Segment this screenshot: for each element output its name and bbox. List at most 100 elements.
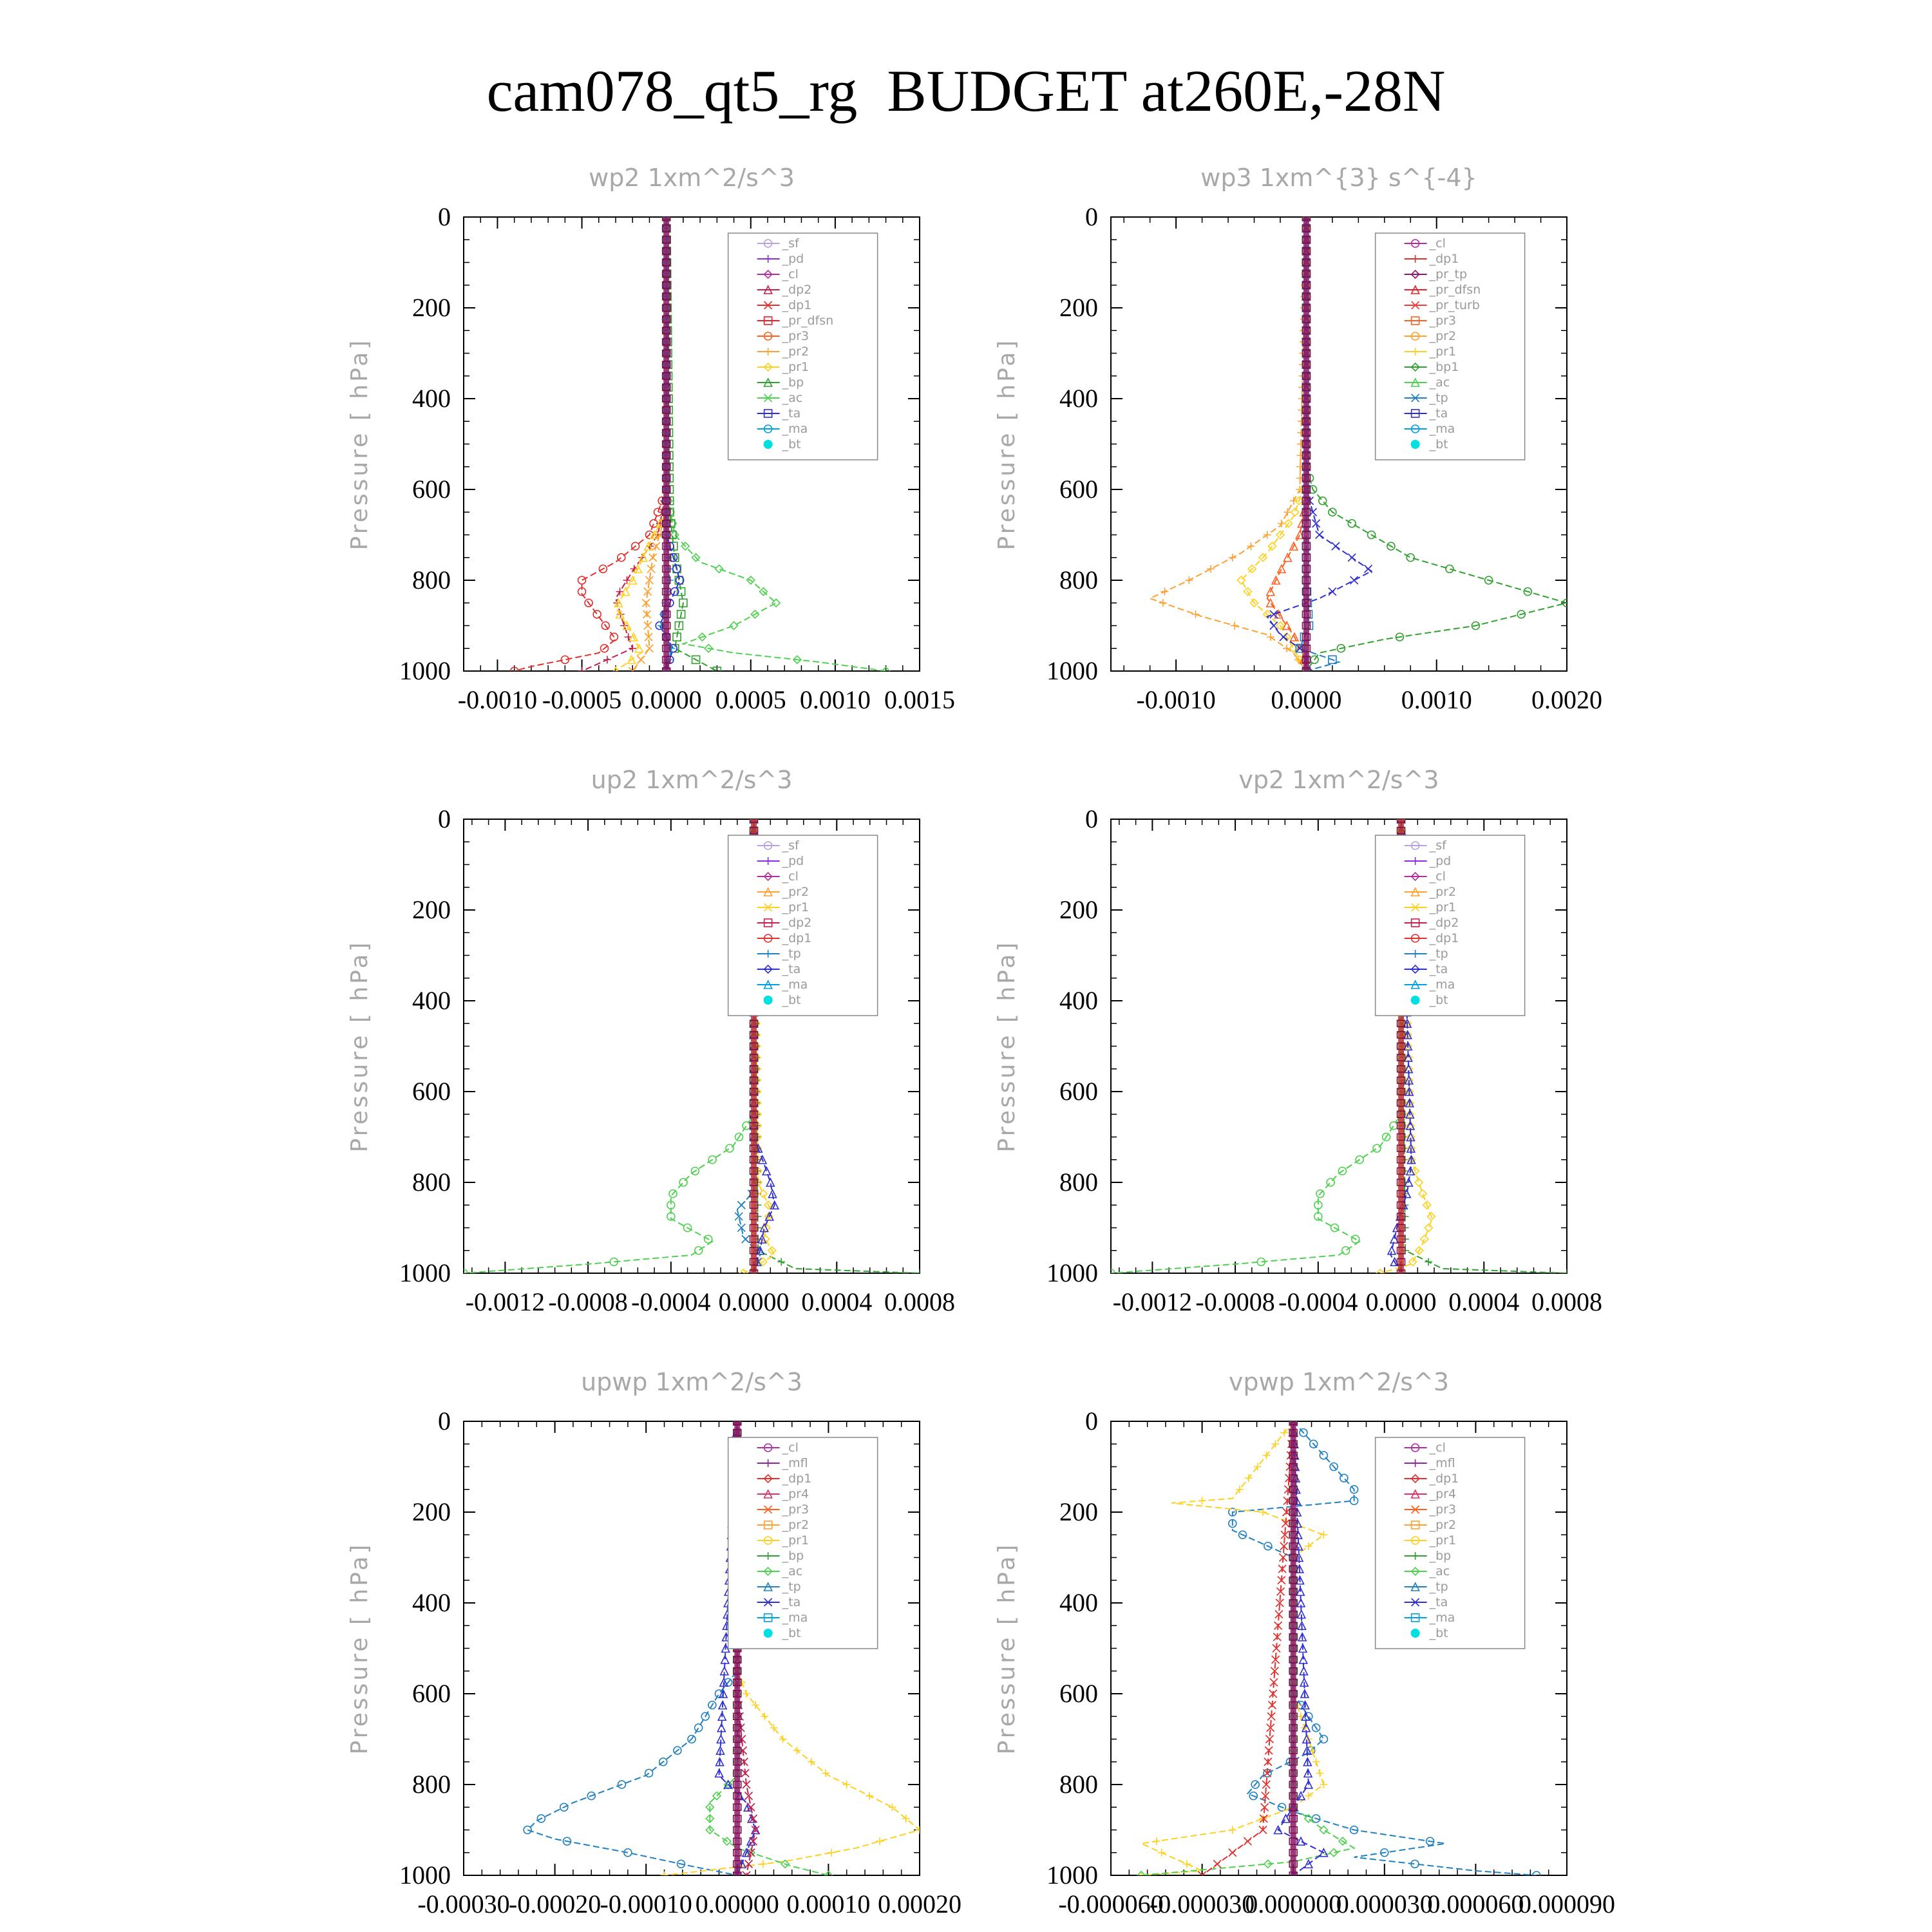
legend-marker <box>764 348 772 355</box>
legend-label: _dp2 <box>782 283 812 297</box>
legend-item: _ac <box>757 391 802 405</box>
data-point <box>1185 576 1193 584</box>
data-point <box>661 327 671 334</box>
data-point <box>616 587 624 596</box>
legend-marker <box>763 887 773 896</box>
legend-marker <box>764 1459 772 1467</box>
legend-label: _ac <box>1429 1564 1450 1578</box>
legend-marker <box>763 1473 773 1484</box>
legend-label: _pd <box>1429 854 1452 868</box>
data-point <box>1289 1781 1298 1788</box>
data-point <box>1302 451 1311 459</box>
legend-item: _sf <box>757 838 800 853</box>
data-point <box>560 655 570 665</box>
legend-marker <box>1410 887 1420 896</box>
data-point <box>733 1428 742 1437</box>
data-point <box>1289 1678 1298 1687</box>
data-point <box>1256 1257 1266 1267</box>
y-tick-label: 200 <box>412 293 451 322</box>
data-point <box>1289 1577 1298 1584</box>
data-point <box>1289 1701 1298 1709</box>
legend-label: _pr3 <box>1429 314 1456 328</box>
data-point <box>675 576 685 585</box>
data-point <box>1363 564 1373 573</box>
data-point <box>1329 1462 1338 1472</box>
legend-item: _cl <box>1404 869 1446 884</box>
data-point <box>1265 586 1276 596</box>
legend-item: _pr2 <box>1404 329 1456 343</box>
legend-box <box>727 232 878 460</box>
data-point <box>757 1234 767 1244</box>
legend-item: _ac <box>1404 1564 1450 1578</box>
data-point <box>1302 372 1311 380</box>
data-point <box>638 552 648 562</box>
legend-marker <box>1411 301 1420 310</box>
data-point <box>1302 656 1311 664</box>
legend-item: _pr3 <box>757 329 809 343</box>
legend-label: _bt <box>782 1626 801 1640</box>
data-point <box>1302 576 1311 584</box>
data-point <box>749 1837 758 1846</box>
data-point <box>842 1781 851 1788</box>
data-point <box>1301 1723 1311 1732</box>
data-point <box>661 304 671 312</box>
x-tick-label: -0.0008 <box>1195 1287 1274 1316</box>
legend-item: _dp1 <box>1404 931 1459 945</box>
data-point <box>1236 575 1246 585</box>
data-point <box>577 587 587 596</box>
legend-marker <box>1411 1459 1419 1467</box>
data-point <box>1269 1689 1278 1698</box>
data-point <box>1340 1473 1349 1482</box>
data-point <box>916 1269 920 1273</box>
data-point <box>661 338 671 346</box>
data-point <box>1294 1541 1303 1551</box>
legend-marker <box>1411 1598 1420 1607</box>
data-point <box>1309 1439 1318 1449</box>
data-point <box>687 1734 696 1744</box>
data-point <box>536 1814 546 1823</box>
data-point <box>1263 531 1271 539</box>
data-point <box>633 564 643 574</box>
data-point <box>523 1825 532 1835</box>
series-line <box>1141 1421 1356 1875</box>
data-point <box>1264 1757 1273 1766</box>
x-tick-label: -0.0010 <box>1136 685 1215 714</box>
data-point <box>1289 1656 1298 1663</box>
data-point <box>661 217 671 221</box>
data-point <box>793 1747 801 1755</box>
data-point <box>661 645 671 652</box>
data-point <box>746 575 755 585</box>
legend-item: _ta <box>757 406 800 421</box>
legend-label: _ta <box>782 962 801 976</box>
data-point <box>1424 1223 1434 1233</box>
data-point <box>676 587 686 596</box>
data-point <box>1302 645 1311 652</box>
data-point <box>1302 486 1311 493</box>
data-point <box>828 1848 836 1857</box>
data-point <box>752 1701 760 1709</box>
legend-marker <box>1410 1613 1420 1622</box>
data-point <box>614 598 623 608</box>
data-point <box>1387 1245 1397 1255</box>
legend-item: _pr2 <box>757 345 809 359</box>
legend-label: _bp <box>782 1549 804 1563</box>
legend-item: _bt <box>1410 993 1448 1007</box>
data-point <box>1297 1620 1307 1631</box>
data-point <box>749 1224 759 1232</box>
data-point <box>1289 1599 1298 1607</box>
data-point <box>658 1757 668 1766</box>
legend-item: _dp1 <box>757 931 811 945</box>
data-point <box>1302 621 1311 630</box>
panel-title: wp3 1xm^{3} s^{-4} <box>1200 164 1477 192</box>
y-tick-label: 800 <box>412 1168 451 1197</box>
data-point <box>1406 1143 1416 1153</box>
data-point <box>1316 1189 1325 1198</box>
legend-marker <box>763 980 773 989</box>
data-point <box>1302 361 1311 368</box>
legend-item: _ta <box>1404 1595 1448 1609</box>
data-point <box>759 1222 769 1233</box>
data-point <box>672 632 681 641</box>
data-point <box>1289 1531 1298 1539</box>
legend-label: _mfl <box>1429 1456 1455 1470</box>
data-point <box>1249 1791 1258 1801</box>
